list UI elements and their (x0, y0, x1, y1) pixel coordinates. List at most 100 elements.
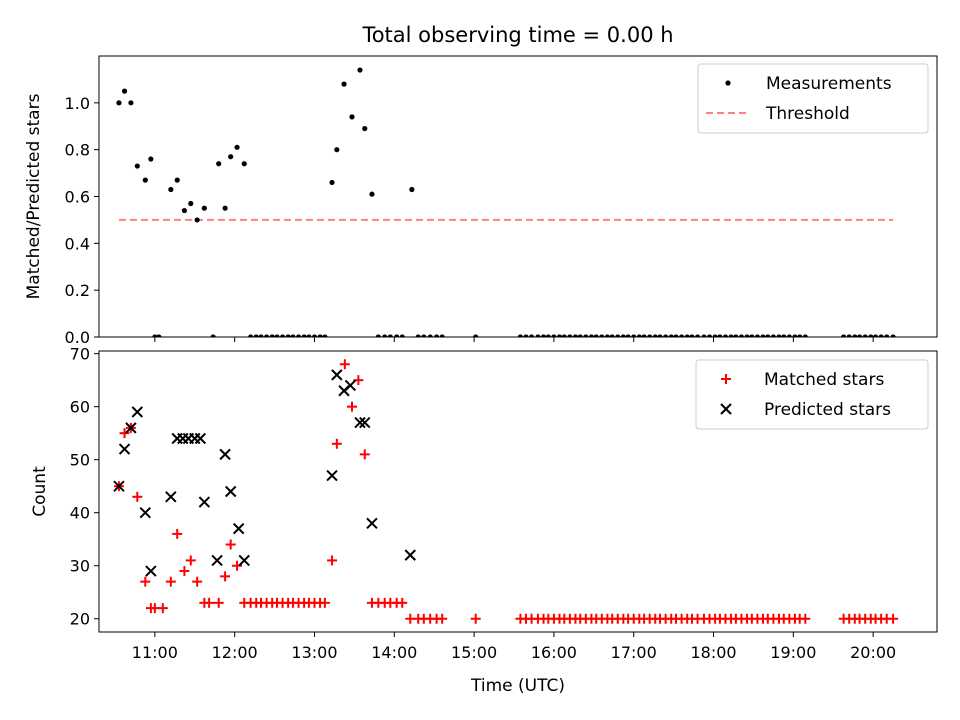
matched-point (157, 603, 168, 614)
bottom-panel: 20 30 40 50 60 70 11:00 12:00 13:00 14:00 15:00 16:… (30, 345, 938, 696)
measurement-point (409, 186, 415, 193)
predicted-point (238, 554, 250, 567)
measurement-point (754, 334, 761, 337)
legend-label: Measurements (766, 74, 892, 94)
measurement-point (152, 334, 158, 337)
measurement-point (306, 334, 312, 337)
measurement-point (528, 334, 535, 337)
measurement-point (329, 179, 335, 186)
measurement-point (652, 334, 658, 337)
y-tick-label: 0.0 (65, 328, 90, 347)
measurement-point (868, 334, 874, 337)
predicted-point (404, 549, 416, 561)
measurement-point (663, 334, 669, 337)
x-tick-label: 17:00 (611, 643, 657, 662)
matched-point (179, 566, 190, 577)
matched-points (113, 359, 899, 624)
measurement-point (341, 81, 347, 87)
predicted-point-b (165, 491, 177, 503)
predicted-point (113, 480, 125, 492)
matched-point (888, 613, 899, 624)
measurement-point (765, 334, 771, 337)
matched-point (327, 555, 338, 566)
matched-point (359, 449, 370, 460)
measurement-point (433, 334, 440, 337)
measurement-point (399, 334, 405, 337)
measurement-point (334, 147, 340, 153)
y-tick-label: 70 (70, 345, 90, 364)
measurement-point (535, 334, 541, 337)
measurement-point (583, 334, 589, 337)
predicted-point-b (404, 549, 416, 561)
measurement-point (668, 334, 674, 337)
measurement-point (792, 334, 798, 337)
measurement-point (439, 334, 445, 337)
matched-point (140, 576, 151, 587)
measurement-point (749, 334, 755, 337)
measurement-point (641, 334, 647, 337)
predicted-point (118, 443, 131, 455)
matched-point (185, 555, 196, 566)
measurement-point (116, 100, 122, 106)
predicted-point-b (198, 496, 211, 508)
matched-point (437, 613, 448, 624)
measurement-point (290, 334, 296, 337)
matched-point (220, 571, 231, 582)
predicted-point (194, 432, 207, 445)
x-tick-label: 13:00 (291, 643, 337, 662)
y-tick-label: 50 (70, 451, 90, 470)
measurement-point (673, 334, 679, 337)
y-tick-label: 60 (70, 398, 90, 417)
matched-point (213, 597, 224, 608)
measurement-point (128, 100, 134, 106)
measurement-point (387, 334, 393, 337)
measurement-point (382, 334, 388, 337)
predicted-point (139, 507, 151, 519)
predicted-point (224, 485, 237, 498)
measurement-point (258, 334, 264, 337)
matched-point (225, 539, 236, 550)
measurement-point (134, 163, 140, 169)
measurement-point (295, 334, 302, 337)
predicted-point-b (359, 416, 371, 429)
predicted-point (344, 379, 357, 392)
measurement-point (234, 144, 240, 150)
measurement-point (228, 154, 234, 160)
measurement-point (878, 334, 884, 337)
measurement-point (694, 334, 701, 337)
top-panel: 0.0 0.2 0.4 0.6 0.8 1.0 Matched/Predicted star… (24, 55, 938, 347)
measurement-point (717, 334, 723, 337)
measurement-point (625, 334, 631, 337)
x-tick-label: 15:00 (451, 643, 497, 662)
measurement-point (744, 334, 750, 337)
measurement-point (301, 334, 307, 337)
measurement-point (269, 334, 275, 337)
legend-box (697, 63, 929, 134)
legend-marker-matched (721, 374, 731, 384)
measurement-point (156, 334, 162, 337)
measurement-point (194, 217, 200, 223)
measurement-point (647, 334, 653, 337)
predicted-point-b (331, 369, 343, 381)
matched-point (470, 613, 481, 624)
measurement-point (561, 334, 567, 337)
measurement-point (631, 334, 637, 337)
measurement-point (322, 334, 328, 337)
measurement-point (394, 334, 400, 337)
measurement-point (786, 334, 792, 337)
predicted-point-b (125, 422, 137, 434)
measurement-point (188, 200, 194, 207)
measurement-point (311, 334, 318, 337)
measurement-point (317, 334, 323, 337)
matched-point (192, 576, 203, 587)
measurement-point (712, 334, 718, 337)
measurement-point (722, 334, 729, 337)
measurement-point (540, 334, 547, 337)
predicted-points (113, 369, 416, 577)
measurement-point (884, 334, 890, 337)
y-tick-label: 0.4 (65, 234, 90, 253)
measurement-point (846, 334, 852, 337)
measurement-point (609, 334, 615, 337)
measurement-point (572, 334, 579, 337)
